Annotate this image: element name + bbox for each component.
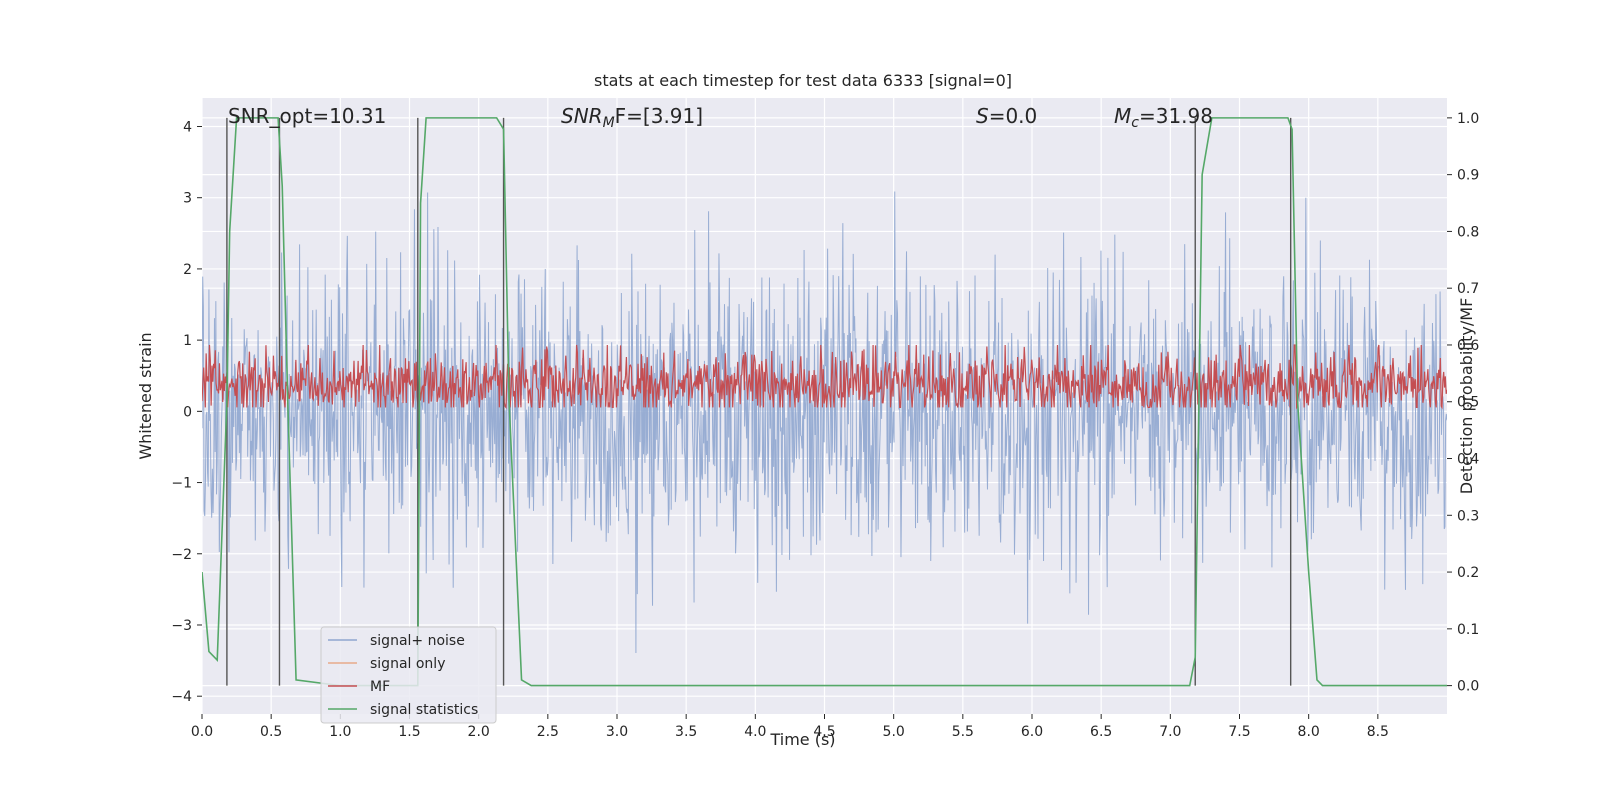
x-tick-label: 6.0 [1021,724,1043,740]
y-tick-label: −2 [171,547,192,563]
annotation-snr-mf-symbol: SNR [561,104,603,128]
x-tick-label: 2.5 [537,724,559,740]
annotation-mc-subscript: c [1131,115,1139,131]
y-right-tick-label: 0.9 [1457,168,1479,184]
y-ticks-left: 4 3 2 1 0 −1 −2 −3 −4 [171,119,202,705]
legend: signal+ noise signal only MF signal stat… [320,626,497,724]
annotation-snr-mf: SNRMF=[3.91] [561,104,703,131]
legend-label-signal-statistics: signal statistics [370,702,478,718]
y-right-tick-label: 0.4 [1457,452,1479,468]
x-tick-label: 1.5 [398,724,420,740]
legend-label-signal-only: signal only [370,656,445,672]
y-right-tick-label: 0.6 [1457,338,1479,354]
y-right-tick-label: 0.3 [1457,508,1479,524]
annotation-mc-symbol: M [1114,104,1131,128]
x-tick-label: 4.5 [813,724,835,740]
annotation-snr-mf-subscript: M [603,115,615,131]
chart-title: stats at each timestep for test data 633… [594,71,1012,90]
x-tick-label: 8.5 [1367,724,1389,740]
y-tick-label: 1 [183,333,192,349]
y-tick-label: −1 [171,476,192,492]
y-tick-label: −3 [171,618,192,634]
y-tick-label: 3 [183,191,192,207]
x-tick-label: 3.5 [675,724,697,740]
x-tick-label: 8.0 [1298,724,1320,740]
x-tick-label: 1.0 [329,724,351,740]
x-tick-label: 2.0 [468,724,490,740]
legend-label-signal-noise: signal+ noise [370,633,465,649]
x-tick-label: 7.0 [1159,724,1181,740]
y-tick-label: 4 [183,119,192,135]
annotation-mc-value: =31.98 [1139,104,1213,128]
y-tick-label: −4 [171,689,192,705]
annotation-s-symbol: S [976,104,989,128]
x-tick-label: 4.0 [744,724,766,740]
x-tick-label: 3.0 [606,724,628,740]
x-tick-label: 0.5 [260,724,282,740]
y-right-tick-label: 0.8 [1457,224,1479,240]
annotation-mc: Mc=31.98 [1114,104,1213,131]
x-tick-label: 6.5 [1090,724,1112,740]
series-layer [202,117,1447,687]
x-ticks: 0.0 0.5 1.0 1.5 2.0 2.5 3.0 3.5 4.0 4.5 5.0 5.5 6.0 6… [191,714,1389,740]
series-signal-statistics [202,117,1447,687]
y-axis-label-right: Detection probability/MF [1457,298,1476,495]
y-axis-label: Whitened strain [136,332,155,459]
y-ticks-right: 1.0 0.9 0.8 0.7 0.6 0.5 0.4 0.3 0.2 0.1 0.0 [1447,111,1479,695]
annotation-s: S=0.0 [976,104,1037,128]
y-right-tick-label: 0.2 [1457,565,1479,581]
series-mf [202,344,1447,410]
y-right-tick-label: 0.7 [1457,281,1479,297]
annotation-s-value: =0.0 [989,104,1038,128]
series-signal-noise [202,191,1447,654]
y-right-tick-label: 0.1 [1457,622,1479,638]
x-tick-label: 5.5 [952,724,974,740]
y-right-tick-label: 0.0 [1457,679,1479,695]
x-tick-label: 0.0 [191,724,213,740]
annotation-snr-mf-value: F=[3.91] [615,104,703,128]
x-tick-label: 7.5 [1228,724,1250,740]
y-right-tick-label: 0.5 [1457,395,1479,411]
x-tick-label: 5.0 [883,724,905,740]
x-axis-label: Time (s) [769,730,835,749]
legend-label-mf: MF [370,679,390,695]
annotation-snr-opt: SNR_opt=10.31 [228,104,386,128]
y-tick-label: 0 [183,404,192,420]
y-right-tick-label: 1.0 [1457,111,1479,127]
legend-box [320,626,497,724]
y-tick-label: 2 [183,262,192,278]
